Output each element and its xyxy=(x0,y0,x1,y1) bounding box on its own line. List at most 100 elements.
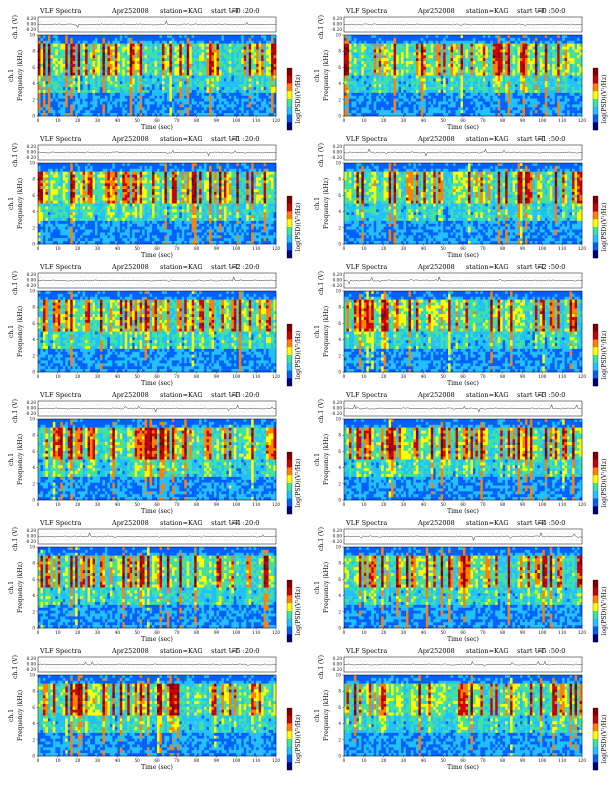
spectrogram-cell xyxy=(482,98,486,102)
spectrogram-cell xyxy=(381,58,384,62)
spectrogram-cell xyxy=(60,46,63,50)
spectrogram-cell xyxy=(351,69,355,73)
spectrogram-cell xyxy=(149,84,153,88)
spectrogram-cell xyxy=(472,113,476,117)
spectrogram-cell xyxy=(356,75,360,79)
spectrogram-cell xyxy=(440,92,444,96)
spectrogram-cell xyxy=(238,84,242,88)
spectrogram-cell xyxy=(413,87,417,91)
spectrogram-cell xyxy=(137,49,140,53)
spectrogram-cell xyxy=(57,78,61,82)
spectrogram-cell xyxy=(366,107,369,111)
spectrogram-cell xyxy=(368,61,372,65)
spectrogram-cell xyxy=(445,101,449,105)
spectrogram-cell xyxy=(65,104,68,108)
spectrogram-cell xyxy=(450,66,454,70)
spectrogram-cell xyxy=(448,55,451,59)
spectrogram-cell xyxy=(92,61,96,65)
spectrogram-cell xyxy=(477,81,481,85)
spectrogram-cell xyxy=(537,78,541,82)
spectrogram-cell xyxy=(157,43,160,47)
spectrogram-cell xyxy=(157,95,160,99)
spectrogram-cell xyxy=(99,92,103,96)
spectrogram-cell xyxy=(137,78,140,82)
spectrogram-cell xyxy=(171,63,175,68)
spectrogram-cell xyxy=(223,98,227,102)
spectrogram-cell xyxy=(418,69,422,73)
spectrogram-cell xyxy=(65,75,68,79)
spectrogram-cell xyxy=(423,72,427,76)
spectrogram-cell xyxy=(524,72,528,76)
spectrogram-cell xyxy=(132,98,135,102)
spectrogram-cell xyxy=(472,104,476,108)
spectrogram-cell xyxy=(373,61,377,65)
spectrogram-cell xyxy=(147,95,150,99)
spectrogram-cell xyxy=(87,72,91,76)
spectrogram-cell xyxy=(216,110,220,114)
spectrogram-cell xyxy=(532,40,536,44)
spectrogram-cell xyxy=(117,66,121,70)
spectrogram-cell xyxy=(413,107,417,111)
spectrogram-cell xyxy=(448,52,451,56)
spectrogram-cell xyxy=(132,81,135,85)
spectrogram-cell xyxy=(348,37,352,41)
spectrogram-cell xyxy=(460,98,464,102)
spectrogram-cell xyxy=(119,46,123,50)
spectrogram-cell xyxy=(348,84,352,88)
spectrogram-cell xyxy=(512,95,516,99)
spectrogram-cell xyxy=(497,58,501,62)
spectrogram-cell xyxy=(261,92,264,96)
spectrogram-cell xyxy=(67,84,71,88)
spectrogram-cell xyxy=(505,58,508,62)
spectrogram-cell xyxy=(440,104,444,108)
spectrogram-cell xyxy=(236,113,240,117)
spectrogram-cell xyxy=(137,104,140,108)
spectrogram-cell xyxy=(60,81,63,85)
spectrogram-cell xyxy=(171,104,175,108)
spectrogram-cell xyxy=(534,107,538,111)
spectrogram-cell xyxy=(344,66,347,70)
spectrogram-cell xyxy=(112,101,116,105)
spectrogram-cell xyxy=(363,35,367,39)
spectrogram-cell xyxy=(164,81,168,85)
spectrogram-cell xyxy=(396,92,399,96)
spectrogram-cell xyxy=(460,95,464,99)
spectrogram-cell xyxy=(537,40,541,44)
spectrogram-cell xyxy=(487,52,491,56)
spectrogram-cell xyxy=(206,37,210,41)
spectrogram-cell xyxy=(433,95,436,99)
spectrogram-cell xyxy=(271,40,274,44)
spectrogram-cell xyxy=(238,101,242,105)
spectrogram-cell xyxy=(453,98,456,102)
spectrogram-cell xyxy=(266,101,269,105)
spectrogram-cell xyxy=(191,113,195,117)
spectrogram-cell xyxy=(539,66,543,70)
spectrogram-cell xyxy=(87,95,91,99)
spectrogram-cell xyxy=(256,66,259,70)
spectrogram-cell xyxy=(492,95,496,99)
spectrogram-cell xyxy=(122,43,125,47)
spectrogram-cell xyxy=(480,113,484,117)
spectrogram-cell xyxy=(107,52,111,56)
spectrogram-cell xyxy=(233,46,237,50)
spectrogram-cell xyxy=(527,69,531,73)
spectrogram-cell xyxy=(95,66,98,70)
spectrogram-cell xyxy=(356,89,360,94)
spectrogram-cell xyxy=(480,63,484,68)
spectrogram-cell xyxy=(430,37,434,41)
spectrogram-cell xyxy=(147,101,150,105)
spectrogram-cell xyxy=(196,55,200,59)
spectrogram-cell xyxy=(253,98,257,102)
spectrogram-cell xyxy=(351,110,355,114)
spectrogram-cell xyxy=(142,52,145,56)
spectrogram-cell xyxy=(396,101,399,105)
spectrogram-cell xyxy=(445,98,449,102)
spectrogram-cell xyxy=(238,113,242,117)
spectrogram-cell xyxy=(166,43,170,47)
spectrogram-cell xyxy=(346,110,350,114)
spectrogram-cell xyxy=(117,52,121,56)
spectrogram-cell xyxy=(102,89,106,94)
spectrogram-cell xyxy=(413,55,417,59)
spectrogram-cell xyxy=(256,52,259,56)
spectrogram-cell xyxy=(467,89,471,94)
